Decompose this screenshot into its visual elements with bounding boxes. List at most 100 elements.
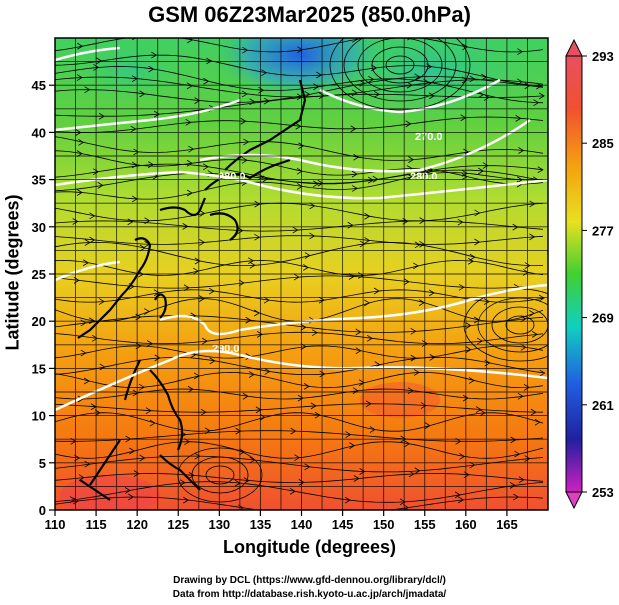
stream-arrow: [420, 402, 427, 409]
stream-arrow: [467, 257, 474, 265]
stream-arrow: [154, 354, 161, 362]
stream-arrow: [458, 496, 465, 504]
stream-arrow: [518, 476, 525, 484]
stream-arrow: [77, 42, 84, 50]
stream-arrow: [319, 370, 326, 378]
stream-arrow: [428, 289, 435, 297]
stream-arrow: [296, 167, 303, 175]
circulation-loop: [329, 38, 471, 111]
stream-arrow: [477, 167, 484, 175]
stream-arrow: [133, 470, 140, 477]
stream-arrow: [254, 200, 261, 208]
stream-arrow: [300, 323, 307, 331]
stream-arrow: [413, 369, 420, 376]
colorbar: 293 285 277 269 261 253: [565, 38, 614, 510]
stream-arrow: [523, 384, 530, 391]
circulation-loop: [357, 38, 443, 93]
circulation-loop: [491, 306, 548, 344]
colorbar-label: 277: [592, 223, 614, 238]
stream-arrow: [200, 408, 207, 416]
stream-arrow: [461, 173, 468, 180]
stream-arrow: [201, 337, 208, 345]
stream-arrow: [199, 210, 206, 217]
stream-arrow: [84, 86, 91, 94]
colorbar-label: 269: [592, 311, 614, 326]
stream-arrow: [92, 168, 99, 176]
stream-arrow: [194, 257, 201, 265]
stream-arrow: [517, 48, 524, 56]
y-axis-ticks: 0 5 10 15 20 25 30 35 40 45: [32, 78, 55, 518]
stream-arrow: [404, 440, 411, 448]
stream-arrow: [399, 498, 406, 506]
streamline: [55, 473, 544, 483]
y-axis-title: Latitude (degrees): [2, 194, 23, 351]
stream-arrow: [474, 316, 480, 324]
stream-arrow: [468, 377, 475, 384]
stream-arrow: [424, 422, 431, 429]
stream-arrow: [364, 212, 371, 220]
streamline: [55, 38, 544, 53]
stream-arrow: [347, 221, 354, 229]
stream-arrow: [133, 148, 140, 156]
stream-arrow: [353, 153, 360, 161]
stream-arrow: [458, 283, 465, 291]
stream-arrow: [358, 379, 365, 387]
stream-arrow: [249, 261, 256, 269]
stream-arrow: [241, 90, 248, 98]
stream-arrow: [138, 383, 145, 391]
streamline: [55, 260, 544, 276]
stream-arrow: [185, 118, 192, 126]
stream-arrow: [294, 454, 301, 462]
stream-arrow: [412, 262, 419, 270]
stream-arrow: [254, 309, 260, 317]
streamline: [55, 496, 544, 510]
stream-arrow: [538, 92, 545, 100]
streamline: [55, 116, 544, 133]
streamline: [55, 136, 544, 161]
y-tick-label: 20: [32, 314, 46, 329]
stream-arrow: [539, 369, 546, 377]
y-tick-label: 10: [32, 409, 46, 424]
stream-arrow: [359, 468, 366, 475]
stream-arrow: [186, 189, 193, 197]
stream-arrow: [531, 331, 538, 338]
streamline: [55, 202, 544, 222]
stream-arrow: [421, 340, 428, 347]
stream-arrow: [368, 76, 375, 83]
streamline: [55, 66, 544, 104]
x-axis-title: Longitude (degrees): [222, 537, 396, 557]
stream-arrow: [364, 299, 370, 307]
colorbar-label: 253: [592, 485, 614, 500]
stream-arrow: [513, 493, 520, 501]
colorbar-label: 261: [592, 398, 614, 413]
stream-arrow: [179, 479, 186, 487]
stream-arrow: [84, 239, 91, 246]
stream-arrow: [407, 38, 412, 41]
wind-streamlines: [55, 38, 548, 510]
stream-arrow: [130, 125, 137, 133]
x-axis-ticks: 110 115 120 125 130 135 140 145 150 155 160 165: [45, 510, 518, 532]
colorbar-bottom-arrow: [565, 491, 583, 510]
stream-arrow: [93, 64, 100, 71]
stream-arrow: [290, 427, 297, 435]
stream-arrow: [352, 387, 359, 395]
stream-arrow: [153, 110, 160, 118]
x-tick-label: 160: [455, 517, 477, 532]
stream-arrow: [475, 406, 482, 413]
stream-arrow: [366, 334, 373, 342]
stream-arrow: [345, 431, 352, 438]
stream-arrow: [208, 287, 215, 295]
stream-arrow: [529, 310, 535, 317]
streamline: [55, 412, 544, 432]
stream-arrow: [419, 299, 425, 306]
y-tick-label: 30: [32, 220, 46, 235]
stream-arrow: [462, 394, 469, 402]
stream-arrow: [96, 57, 103, 65]
stream-arrow: [194, 97, 201, 104]
stream-arrow: [91, 334, 98, 342]
circulation-loop: [371, 46, 429, 84]
streamline: [55, 371, 544, 389]
x-tick-label: 135: [250, 517, 272, 532]
stream-arrow: [148, 65, 155, 73]
